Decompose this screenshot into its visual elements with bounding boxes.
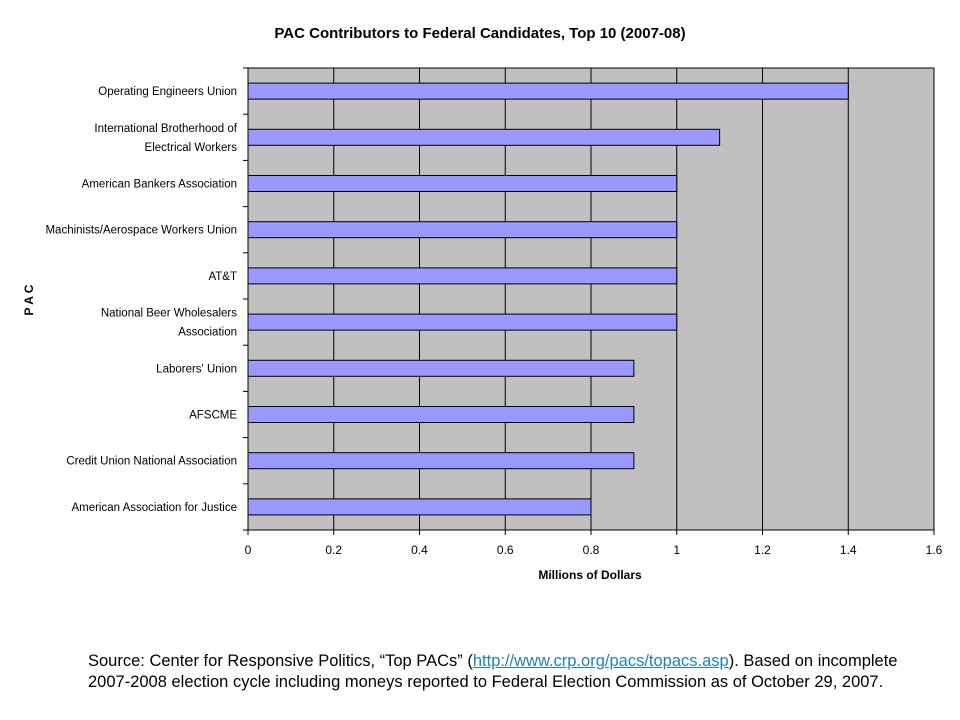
x-tick-label: 0 [245,543,252,557]
bar [247,82,849,100]
x-tick-label: 1.6 [926,543,943,557]
chart-title: PAC Contributors to Federal Candidates, … [274,25,685,42]
category-label: International Brotherhood of Electrical W… [94,123,237,154]
bar [247,359,635,377]
category-label: American Bankers Association [82,179,237,191]
x-tick-label: 0.6 [497,543,514,557]
category-label: National Beer Wholesalers Association [101,308,237,339]
x-tick-label: 0.2 [325,543,342,557]
source-prefix: Source: Center for Responsive Politics, … [88,652,473,670]
source-link[interactable]: http://www.crp.org/pacs/topacs.asp [472,652,729,670]
category-label: Operating Engineers Union [98,86,237,98]
bar [247,498,592,516]
x-tick-label: 0.4 [411,543,428,557]
category-label: AFSCME [189,410,237,422]
category-label: Machinists/Aerospace Workers Union [45,225,237,237]
category-label: Credit Union National Association [66,456,237,468]
bar [247,221,678,239]
category-label: AT&T [208,271,237,283]
axes-group: 0 0.2 0.4 0.6 0.8 1 1.2 1.4 1.6 Operating Enginee… [45,67,943,557]
x-tick-label: 1 [673,543,680,557]
category-label: American Association for Justice [71,502,237,514]
source-suffix: ). Based on incomplete 2007-2008 electio… [88,652,898,691]
x-tick-label: 1.2 [754,543,771,557]
source-note: Source: Center for Responsive Politics, … [88,651,938,693]
y-axis-title: P A C [22,284,36,315]
category-label: Laborers' Union [156,363,237,375]
x-tick-label: 0.8 [583,543,600,557]
bar [247,452,635,470]
x-axis-title: Millions of Dollars [538,568,642,582]
bar [247,406,635,423]
bar [247,128,721,146]
x-tick-label: 1.4 [840,543,857,557]
bar [247,267,678,285]
bar [247,175,678,192]
pac-bar-chart: PAC Contributors to Federal Candidates, … [22,25,943,582]
bar [247,313,678,331]
